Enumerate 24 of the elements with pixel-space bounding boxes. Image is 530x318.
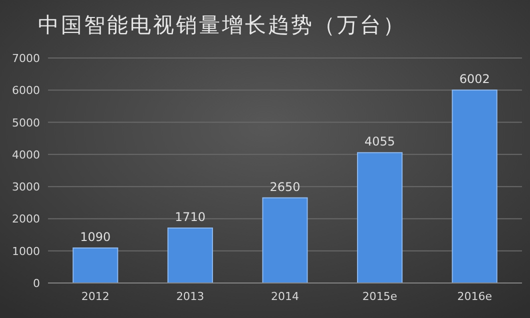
x-tick-label: 2015e <box>362 290 398 303</box>
x-tick-label: 2016e <box>457 290 492 303</box>
bar <box>452 90 498 284</box>
bar <box>262 197 308 284</box>
x-tick-label: 2012 <box>81 290 110 303</box>
data-label: 2650 <box>270 180 300 194</box>
y-tick-label: 0 <box>33 277 40 290</box>
chart-title: 中国智能电视销量增长趋势（万台） <box>38 13 406 37</box>
data-label: 6002 <box>459 72 490 86</box>
bar <box>72 247 118 284</box>
y-tick-label: 3000 <box>12 180 40 194</box>
x-tick-label: 2014 <box>271 290 299 303</box>
data-label: 4055 <box>364 134 396 149</box>
data-label: 1090 <box>80 230 111 244</box>
y-tick-label: 5000 <box>12 116 40 130</box>
data-label: 1710 <box>174 210 206 224</box>
bar <box>167 228 213 284</box>
y-tick-label: 2000 <box>12 212 40 226</box>
y-tick-label: 1000 <box>12 244 40 258</box>
y-tick-label: 4000 <box>12 148 40 162</box>
y-tick-label: 6000 <box>12 84 40 98</box>
y-tick-label: 7000 <box>12 52 40 65</box>
x-tick-label: 2013 <box>176 290 204 303</box>
bar <box>357 152 403 284</box>
